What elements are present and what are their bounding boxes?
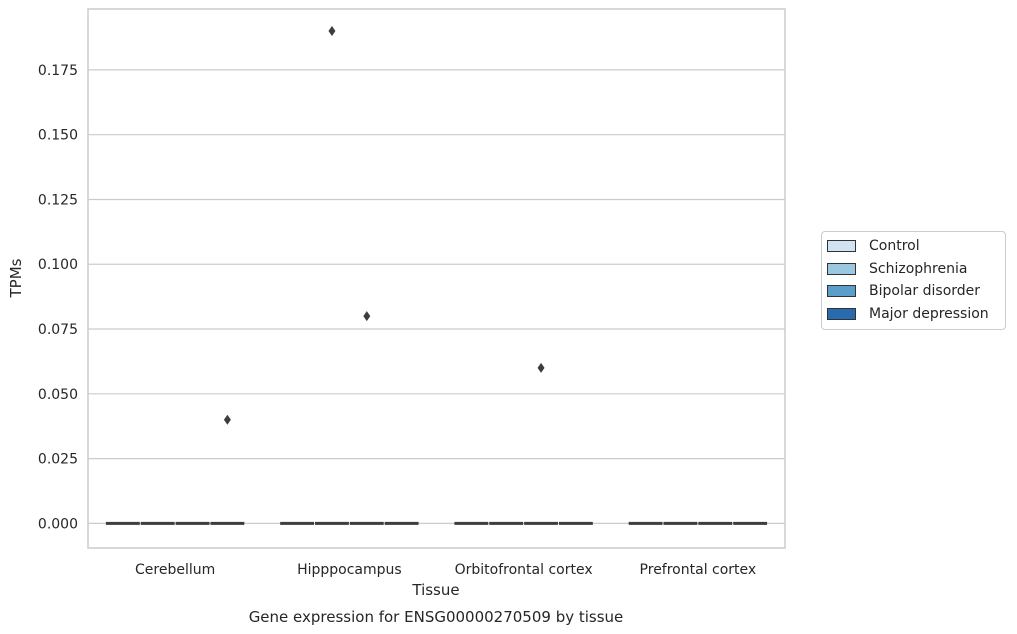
outlier-points (223, 26, 545, 425)
y-tick-label: 0.100 (38, 257, 78, 273)
legend-swatch (827, 240, 856, 253)
legend-item: Major depression (827, 303, 1000, 326)
y-tick-label: 0.150 (38, 128, 78, 144)
y-tick-label: 0.075 (38, 322, 78, 338)
legend-swatch (827, 285, 856, 298)
legend-swatch (827, 262, 856, 275)
plot-area (88, 9, 785, 548)
legend-label: Schizophrenia (869, 260, 968, 277)
x-axis-title: Tissue (411, 581, 459, 599)
x-tick-label: Hipppocampus (297, 562, 402, 578)
legend-label: Major depression (869, 305, 989, 322)
legend-item: Control (827, 235, 1000, 258)
legend-label: Bipolar disorder (869, 283, 981, 300)
y-tick-label: 0.175 (38, 63, 78, 79)
outlier-point (223, 414, 231, 425)
legend-label: Control (869, 238, 920, 255)
y-tick-label: 0.000 (38, 516, 78, 532)
box-groups (105, 521, 768, 525)
y-axis-title: TPMs (7, 258, 25, 298)
outlier-point (363, 311, 371, 322)
plot-frame (87, 8, 786, 549)
x-tick-labels: Cerebellum Hipppocampus Orbitofrontal cort… (135, 562, 756, 578)
x-tick-label: Cerebellum (135, 562, 215, 578)
y-tick-label: 0.125 (38, 192, 78, 208)
x-tick-label: Orbitofrontal cortex (455, 562, 593, 578)
y-tick-labels: 0.000 0.025 0.050 0.075 0.100 0.125 0.150 0.175 (38, 63, 78, 532)
x-tick-label: Prefrontal cortex (640, 562, 757, 578)
outlier-point (537, 362, 545, 373)
outlier-point (328, 26, 336, 37)
legend-swatch (827, 307, 856, 320)
chart-caption: Gene expression for ENSG00000270509 by t… (249, 608, 624, 626)
y-tick-label: 0.050 (38, 387, 78, 403)
legend-item: Bipolar disorder (827, 280, 1000, 303)
y-tick-label: 0.025 (38, 452, 78, 468)
legend-item: Schizophrenia (827, 258, 1000, 281)
legend: Control Schizophrenia Bipolar disorder Majo… (821, 231, 1006, 330)
